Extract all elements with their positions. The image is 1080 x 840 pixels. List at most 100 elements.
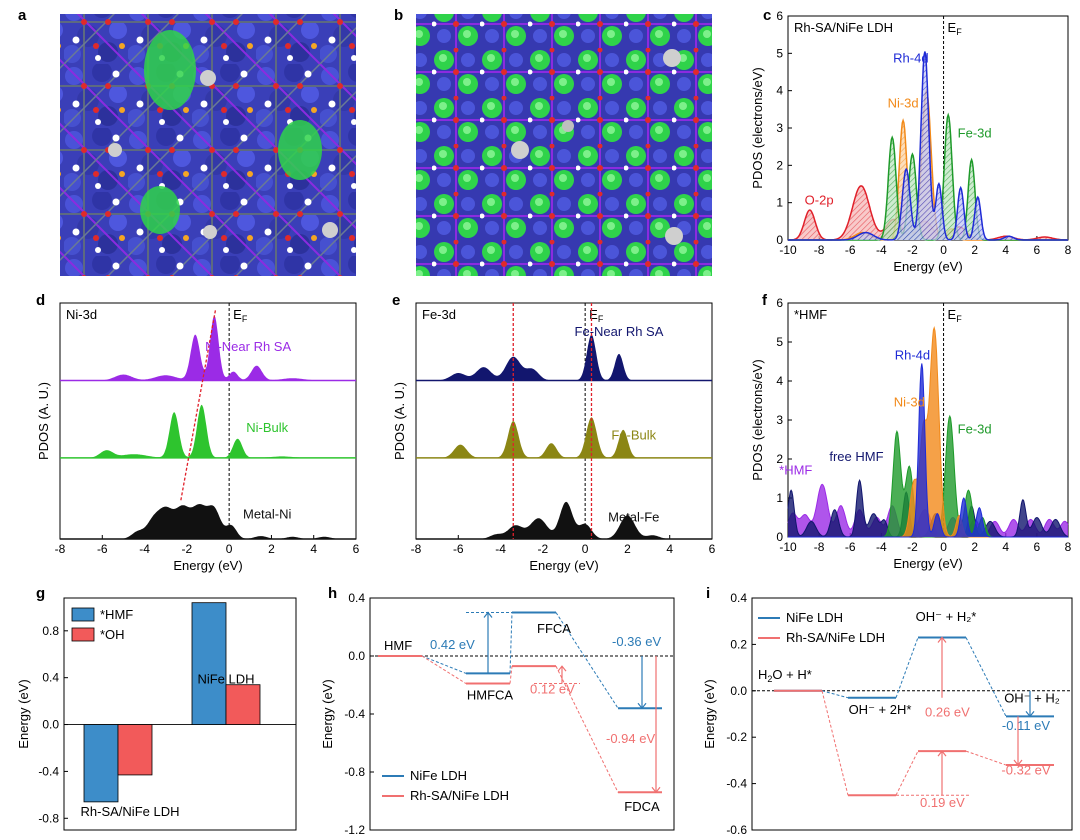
series-label: O-2p — [805, 193, 834, 208]
fermi-level-label: EF — [233, 307, 248, 324]
panel-b-rh-atom — [562, 120, 574, 132]
pdos-fill-ni-3d — [788, 327, 1068, 537]
x-tick-label: 6 — [1034, 540, 1041, 554]
legend-label: *HMF — [100, 607, 133, 622]
chart-title: *HMF — [794, 307, 827, 322]
y-axis-label: Energy (eV) — [320, 679, 335, 748]
y-tick-label: 1 — [776, 491, 783, 505]
x-tick-label: 2 — [971, 243, 978, 257]
x-tick-label: 4 — [310, 542, 317, 556]
y-tick-label: 4 — [776, 374, 783, 388]
y-tick-label: 6 — [776, 9, 783, 23]
series-label: Metal-Ni — [243, 506, 292, 521]
panel-g-adsorption-bar-chart: -0.8 -0.4 0.0 0.4 0.8 Energy (eV) Rh-SA/NiFe L… — [16, 597, 297, 831]
chart-title: Fe-3d — [422, 307, 456, 322]
y-tick-label: -0.4 — [38, 764, 59, 778]
y-tick-label: 0.0 — [348, 649, 365, 663]
x-tick-label: -8 — [814, 540, 825, 554]
x-axis-label: Energy (eV) — [173, 558, 242, 573]
pdos-fill-rh-4d — [788, 51, 1068, 240]
category-label: Rh-SA/NiFe LDH — [81, 804, 180, 819]
series-label: Ni-Near Rh SA — [205, 339, 291, 354]
series-label: Ni-Bulk — [246, 420, 288, 435]
y-axis-label: PDOS (A. U.) — [392, 382, 407, 460]
x-tick-label: -10 — [779, 243, 797, 257]
panel-b-rh-atom — [663, 49, 681, 67]
y-tick-label: 0.4 — [42, 671, 59, 685]
series-label: Fe-3d — [958, 422, 992, 437]
x-tick-label: 2 — [268, 542, 275, 556]
x-tick-label: -4 — [495, 542, 506, 556]
connector — [555, 612, 619, 709]
plot-frame — [415, 302, 713, 540]
energy-annotation: -0.11 eV — [1002, 718, 1051, 733]
y-tick-label: -0.8 — [344, 765, 365, 779]
chart-title: Ni-3d — [66, 307, 97, 322]
legend-swatch — [71, 607, 95, 622]
plot-frame — [751, 597, 1073, 831]
legend-label: *OH — [100, 627, 125, 642]
series-label: Fe-3d — [958, 125, 992, 140]
y-tick-label: 0.4 — [730, 591, 747, 605]
y-tick-label: -0.4 — [344, 707, 365, 721]
energy-annotation: 0.42 eV — [430, 637, 475, 652]
panel-b-structure-image — [416, 14, 712, 276]
panel-a-green-blob — [278, 120, 322, 180]
y-tick-label: 0.0 — [730, 684, 747, 698]
x-tick-label: 0 — [940, 243, 947, 257]
state-label: H2O + H* — [758, 667, 812, 684]
y-tick-label: 0 — [776, 530, 783, 544]
legend-label: NiFe LDH — [786, 610, 843, 625]
y-axis-label: Energy (eV) — [702, 679, 717, 748]
x-tick-label: -4 — [876, 243, 887, 257]
y-axis-label: Energy (eV) — [16, 679, 31, 748]
y-tick-label: 2 — [776, 158, 783, 172]
pdos-curve-rh-4d — [788, 51, 1068, 241]
x-tick-label: -2 — [182, 542, 193, 556]
energy-arrowhead — [557, 665, 567, 672]
x-tick-label: -2 — [907, 540, 918, 554]
chart-title: Rh-SA/NiFe LDH — [794, 20, 893, 35]
x-tick-label: 2 — [624, 542, 631, 556]
pdos-fill-fe-near-rh-sa — [416, 334, 712, 381]
pdos-fill-ni-near-rh-sa — [60, 315, 356, 381]
x-tick-label: -6 — [453, 542, 464, 556]
x-tick-label: -8 — [814, 243, 825, 257]
pdos-fill-ni-bulk — [60, 404, 356, 458]
category-label: NiFe LDH — [197, 672, 254, 687]
energy-arrowhead — [651, 786, 661, 794]
energy-arrowhead — [483, 611, 493, 618]
panel-d-ni3d-pdos-chart: -8 -6 -4 -2 0 2 4 6 Energy (eV) PDOS (A. U.) EF Ni-… — [36, 302, 360, 573]
panel-f-hmf-pdos-chart: -10 -8 -6 -4 -2 0 2 4 6 8 0 1 2 3 4 5 6 Energy (eV) PDOS (… — [750, 296, 1072, 571]
x-tick-label: -6 — [845, 540, 856, 554]
panel-a-rh-atom — [108, 143, 122, 157]
x-tick-label: -8 — [55, 542, 66, 556]
connector — [965, 750, 1007, 766]
bar-oh — [117, 724, 153, 776]
panel-label-b: b — [394, 7, 403, 24]
state-label: OH⁻ + H₂ — [1004, 690, 1060, 705]
energy-arrowhead — [1025, 710, 1035, 718]
connector — [421, 655, 467, 684]
panel-label-d: d — [36, 292, 45, 309]
series-label: Ni-3d — [888, 95, 919, 110]
state-label: OH⁻ + H₂* — [916, 609, 977, 624]
panel-label-e: e — [392, 292, 400, 309]
connector — [509, 612, 513, 674]
panel-b-structure — [416, 14, 712, 276]
energy-annotation: 0.12 eV — [530, 682, 575, 697]
y-tick-label: 5 — [776, 46, 783, 60]
series-label: Rh-4d — [895, 348, 930, 363]
x-tick-label: 6 — [1034, 243, 1041, 257]
pdos-curve — [788, 363, 1068, 538]
x-tick-label: 4 — [1002, 243, 1009, 257]
connector — [509, 666, 513, 684]
x-tick-label: -2 — [538, 542, 549, 556]
shift-guide-line — [179, 310, 217, 503]
y-axis-label: PDOS (electrons/eV) — [750, 67, 765, 188]
y-tick-label: 6 — [776, 296, 783, 310]
x-tick-label: -6 — [845, 243, 856, 257]
connector — [821, 690, 849, 699]
